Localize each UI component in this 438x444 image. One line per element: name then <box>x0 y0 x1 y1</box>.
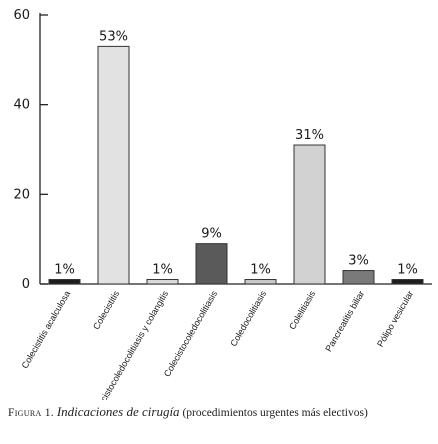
x-tick-label-3: Colecistocoledocolitiasis <box>162 289 220 379</box>
bar-4 <box>244 279 277 285</box>
x-tick-label-6: Pancreatitis biliar <box>323 289 366 353</box>
x-tick-label-5: Colelitiasis <box>287 289 317 332</box>
bar-6 <box>342 270 375 285</box>
bar-1 <box>97 45 130 285</box>
y-tick-label: 40 <box>13 98 30 113</box>
bar-5 <box>293 144 326 285</box>
caption-title: Indicaciones de cirugía <box>56 404 180 419</box>
x-tick-label-4: Coledocolitiasis <box>228 289 268 349</box>
data-label-5: 31% <box>295 128 324 143</box>
bar-7 <box>391 279 424 285</box>
x-tick-label-7: Pólipo vesicular <box>375 289 415 349</box>
data-label-4: 1% <box>250 263 271 278</box>
bar-chart: 0 20 40 60 1% Colecistitis acalculosa 53% Colec… <box>13 8 432 400</box>
y-tick-label: 60 <box>13 8 30 23</box>
data-label-1: 53% <box>99 29 128 44</box>
bar-3 <box>195 243 228 285</box>
x-tick-label-2: Colecistocoledocolitiasis y colangitis <box>89 289 170 400</box>
caption-rest: (procedimientos urgentes más electivos) <box>182 407 368 419</box>
data-label-0: 1% <box>54 263 75 278</box>
caption-prefix: Figura 1. <box>8 407 54 419</box>
bar-0 <box>48 279 81 285</box>
data-label-2: 1% <box>152 263 173 278</box>
bar-2 <box>146 279 179 285</box>
y-tick-label: 0 <box>22 277 30 292</box>
x-tick-label-0: Colecistitis acalculosa <box>20 289 73 370</box>
x-tick-label-1: Colecistitis <box>91 289 121 332</box>
figure-caption: Figura 1. Indicaciones de cirugía (proce… <box>8 404 430 421</box>
data-label-7: 1% <box>397 263 418 278</box>
data-label-6: 3% <box>348 254 369 269</box>
y-tick-label: 20 <box>13 187 30 202</box>
data-label-3: 9% <box>201 227 222 242</box>
